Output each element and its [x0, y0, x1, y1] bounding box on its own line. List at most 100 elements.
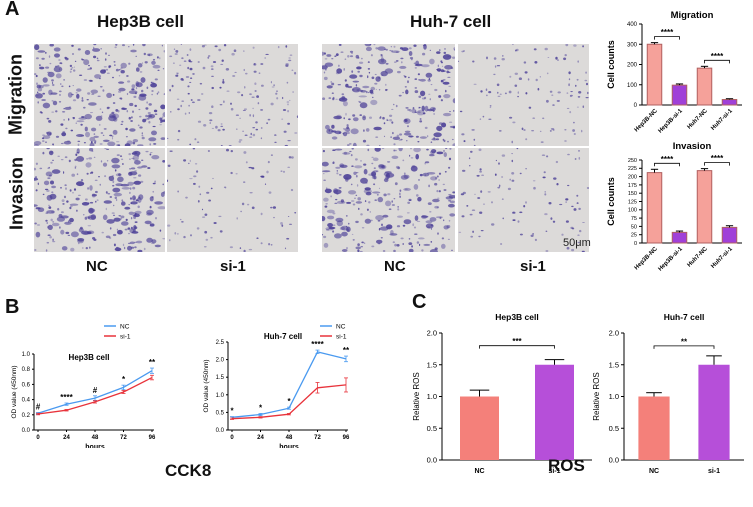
stained-cell — [473, 83, 477, 85]
stained-cell — [222, 78, 225, 82]
stained-cell — [101, 111, 104, 114]
stained-cell — [81, 58, 83, 61]
stained-cell — [49, 132, 52, 136]
stained-cell — [89, 148, 94, 152]
stained-cell — [236, 217, 238, 220]
stained-cell — [69, 217, 74, 223]
stained-cell — [447, 76, 451, 78]
x-tick-label: 48 — [286, 435, 293, 441]
stained-cell — [219, 230, 223, 233]
stained-cell — [235, 173, 238, 175]
stained-cell — [71, 173, 75, 177]
stained-cell — [121, 187, 131, 190]
stained-cell — [159, 117, 163, 121]
stained-cell — [341, 93, 345, 96]
stained-cell — [72, 53, 74, 55]
stained-cell — [132, 110, 134, 113]
stained-cell — [326, 85, 333, 89]
stained-cell — [419, 173, 423, 177]
stained-cell — [127, 181, 134, 186]
stained-cell — [132, 155, 139, 161]
stained-cell — [436, 68, 442, 72]
stained-cell — [193, 182, 196, 185]
stained-cell — [357, 243, 360, 247]
stained-cell — [113, 204, 115, 207]
stained-cell — [287, 140, 291, 142]
stained-cell — [234, 71, 237, 73]
stained-cell — [461, 133, 465, 136]
stained-cell — [103, 200, 113, 204]
stained-cell — [417, 196, 422, 202]
stained-cell — [149, 223, 155, 227]
stained-cell — [273, 216, 275, 219]
stained-cell — [197, 200, 200, 203]
stained-cell — [448, 166, 451, 169]
y-tick-label: 0.2 — [22, 413, 31, 419]
stained-cell — [359, 250, 363, 252]
stained-cell — [291, 69, 294, 71]
stained-cell — [133, 241, 137, 243]
stained-cell — [39, 111, 43, 114]
stained-cell — [135, 199, 139, 202]
stained-cell — [375, 47, 378, 50]
stained-cell — [430, 228, 433, 230]
stained-cell — [116, 228, 118, 231]
stained-cell — [399, 65, 407, 69]
stained-cell — [470, 235, 474, 238]
stained-cell — [413, 62, 417, 65]
stained-cell — [75, 92, 78, 94]
stained-cell — [122, 243, 125, 247]
stained-cell — [496, 65, 501, 67]
stained-cell — [424, 105, 429, 112]
stained-cell — [433, 113, 435, 115]
stained-cell — [116, 141, 120, 143]
stained-cell — [419, 136, 427, 139]
stained-cell — [480, 190, 483, 193]
stained-cell — [350, 128, 359, 135]
stained-cell — [282, 109, 287, 111]
stained-cell — [118, 215, 121, 217]
stained-cell — [57, 155, 60, 157]
stained-cell — [190, 234, 192, 237]
stained-cell — [60, 83, 62, 85]
stained-cell — [133, 225, 137, 230]
stained-cell — [106, 160, 109, 162]
stained-cell — [326, 209, 335, 214]
stained-cell — [260, 63, 264, 65]
stained-cell — [117, 229, 123, 235]
stained-cell — [101, 231, 104, 234]
stained-cell — [43, 180, 50, 186]
stained-cell — [493, 73, 496, 76]
stained-cell — [65, 127, 68, 130]
stained-cell — [81, 99, 84, 102]
stained-cell — [335, 53, 339, 56]
stained-cell — [61, 132, 67, 137]
stained-cell — [152, 125, 156, 128]
stained-cell — [416, 109, 425, 116]
stained-cell — [452, 98, 455, 104]
stained-cell — [497, 91, 499, 94]
stained-cell — [413, 148, 421, 153]
stained-cell — [146, 237, 153, 243]
stained-cell — [443, 51, 447, 54]
stained-cell — [385, 62, 389, 65]
stained-cell — [251, 96, 255, 98]
stained-cell — [388, 208, 392, 210]
stained-cell — [73, 66, 76, 68]
stained-cell — [556, 100, 560, 102]
stained-cell — [131, 88, 135, 91]
stained-cell — [138, 194, 144, 200]
stained-cell — [63, 195, 67, 199]
stained-cell — [107, 141, 116, 146]
stained-cell — [514, 72, 518, 75]
x-axis-label: hours — [279, 444, 299, 448]
stained-cell — [272, 206, 276, 209]
stained-cell — [94, 74, 102, 79]
stained-cell — [535, 78, 538, 82]
stained-cell — [550, 128, 555, 130]
stained-cell — [501, 154, 506, 157]
stained-cell — [437, 64, 439, 68]
stained-cell — [585, 71, 587, 74]
